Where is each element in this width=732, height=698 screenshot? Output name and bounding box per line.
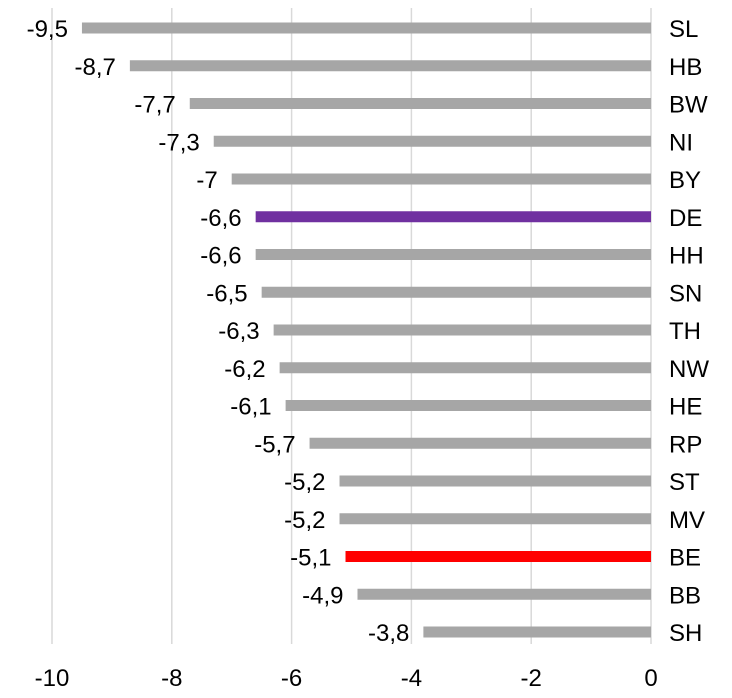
data-label-sh: -3,8 xyxy=(368,620,409,647)
category-label-th: TH xyxy=(669,318,701,345)
category-label-mv: MV xyxy=(669,507,705,534)
x-tick-label: -6 xyxy=(281,665,302,692)
bars xyxy=(81,22,652,638)
category-label-be: BE xyxy=(669,545,701,572)
category-labels: SL HB BW NI BY DE HH SN TH NW HE RP ST MV BE BB SH xyxy=(669,16,709,647)
bar-ni xyxy=(213,135,652,147)
bar-nw xyxy=(279,362,651,374)
bar-bw xyxy=(189,98,651,109)
category-label-hh: HH xyxy=(669,243,704,270)
data-label-hh: -6,6 xyxy=(200,243,241,270)
data-label-de: -6,6 xyxy=(200,205,241,232)
data-label-be: -5,1 xyxy=(290,545,331,572)
x-tick-label: 0 xyxy=(644,665,657,692)
bar-he xyxy=(285,400,651,411)
bar-sh xyxy=(423,626,651,638)
data-label-he: -6,1 xyxy=(230,394,271,421)
category-label-he: HE xyxy=(669,394,702,421)
category-label-st: ST xyxy=(669,469,700,496)
category-label-bb: BB xyxy=(669,582,701,609)
data-label-th: -6,3 xyxy=(218,318,259,345)
data-label-rp: -5,7 xyxy=(254,431,295,458)
category-label-sh: SH xyxy=(669,620,702,647)
bar-be xyxy=(345,551,651,562)
data-label-mv: -5,2 xyxy=(284,507,325,534)
bar-sl xyxy=(81,22,651,34)
bar-st xyxy=(339,475,651,487)
category-label-sl: SL xyxy=(669,16,698,43)
bar-sn xyxy=(261,286,651,298)
x-axis-tick-labels: -10 -8 -6 -4 -2 0 xyxy=(35,665,658,692)
category-label-sn: SN xyxy=(669,280,702,307)
category-label-nw: NW xyxy=(669,356,709,383)
category-label-de: DE xyxy=(669,205,702,232)
x-tick-label: -4 xyxy=(401,665,422,692)
bar-th xyxy=(273,324,651,336)
category-label-rp: RP xyxy=(669,431,702,458)
bar-bb xyxy=(357,588,651,600)
data-label-sl: -9,5 xyxy=(27,16,68,43)
category-label-bw: BW xyxy=(669,92,708,119)
bar-hh xyxy=(255,249,651,260)
data-label-bb: -4,9 xyxy=(302,582,343,609)
data-label-sn: -6,5 xyxy=(206,280,247,307)
data-label-bw: -7,7 xyxy=(134,92,175,119)
x-tick-label: -8 xyxy=(161,665,182,692)
bar-rp xyxy=(309,437,651,449)
data-label-st: -5,2 xyxy=(284,469,325,496)
data-label-ni: -7,3 xyxy=(158,129,199,156)
bar-by xyxy=(231,173,651,185)
bar-hb xyxy=(129,60,651,72)
category-label-by: BY xyxy=(669,167,701,194)
category-label-hb: HB xyxy=(669,54,702,81)
category-label-ni: NI xyxy=(669,129,693,156)
bar-mv xyxy=(339,513,651,525)
data-labels: -9,5 -8,7 -7,7 -7,3 -7 -6,6 -6,6 -6,5 -6,3 -6,2 -6… xyxy=(27,16,410,647)
x-tick-label: -10 xyxy=(35,665,70,692)
bar-de xyxy=(255,211,651,223)
data-label-by: -7 xyxy=(196,167,217,194)
data-label-hb: -8,7 xyxy=(75,54,116,81)
data-label-nw: -6,2 xyxy=(224,356,265,383)
x-tick-label: -2 xyxy=(521,665,542,692)
